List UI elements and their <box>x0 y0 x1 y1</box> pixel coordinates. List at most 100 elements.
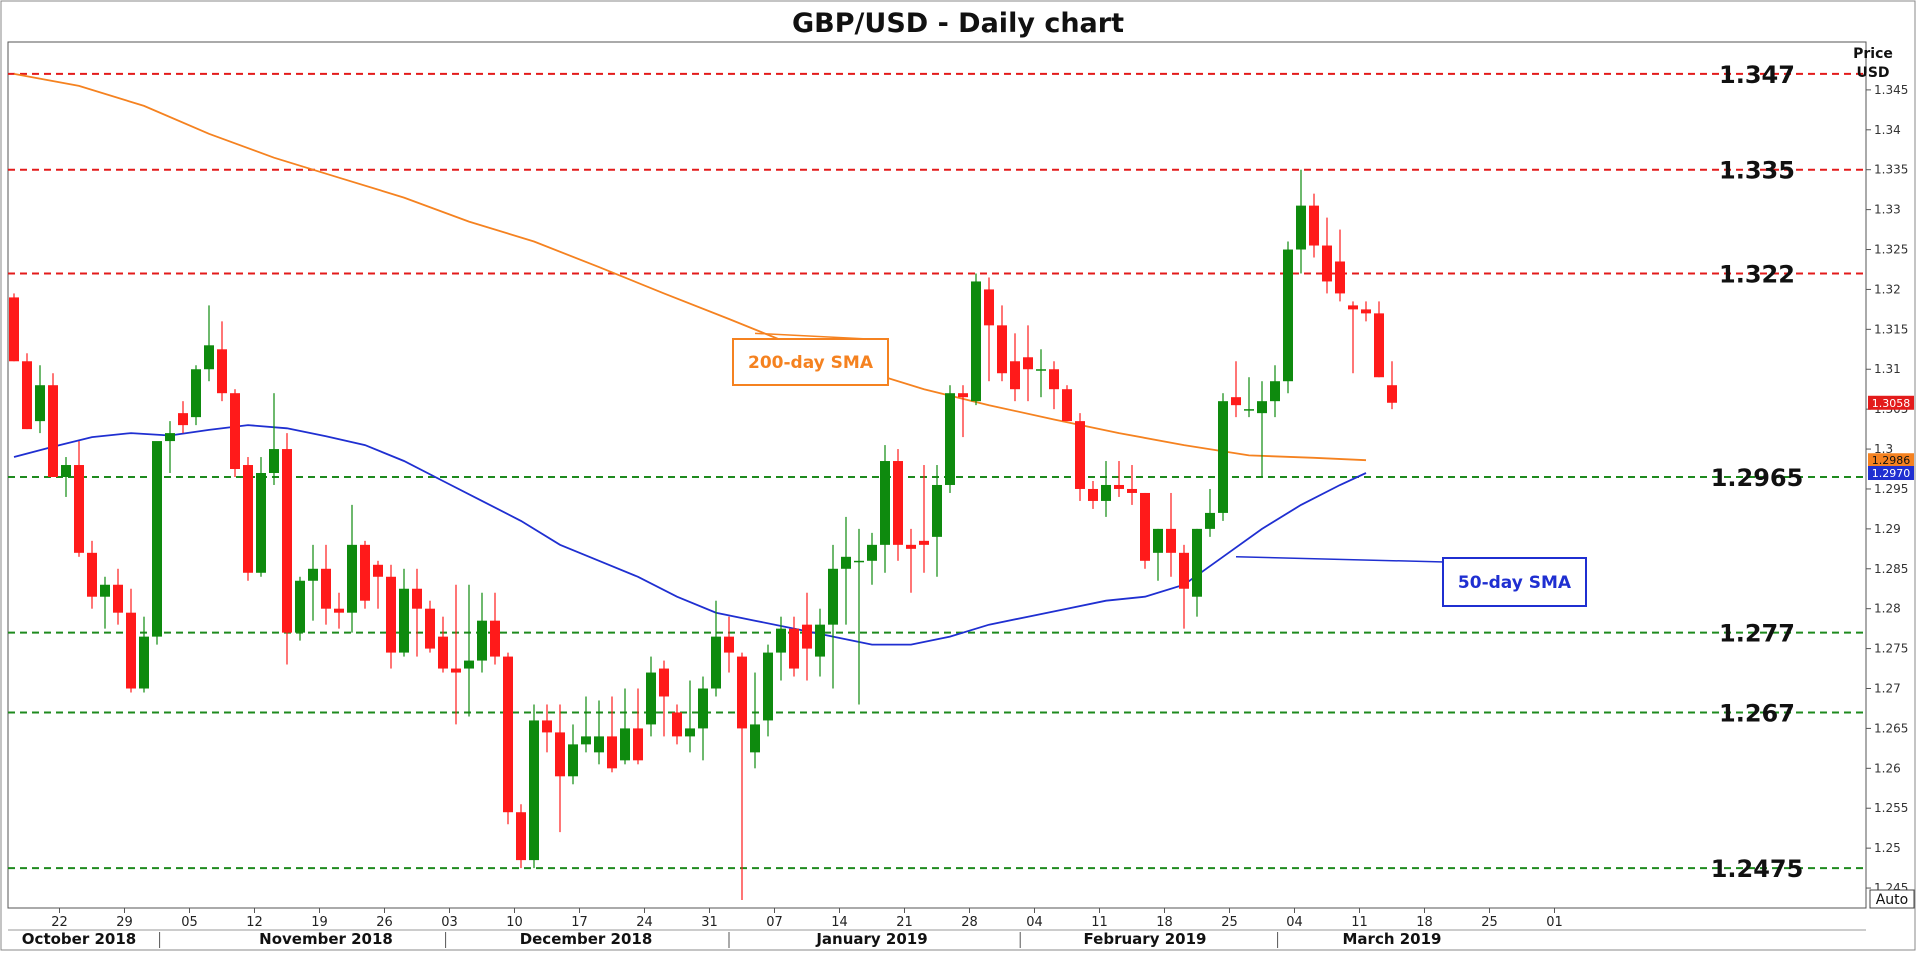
x-tick-label: 11 <box>1091 915 1108 930</box>
x-tick-label: 14 <box>831 915 848 930</box>
candle-body <box>971 281 981 402</box>
candle-body <box>269 449 279 474</box>
candle-body <box>841 556 851 569</box>
candle-body <box>425 608 435 649</box>
y-tick-label: 1.27 <box>1874 682 1901 696</box>
candle-body <box>243 465 253 573</box>
candle <box>1127 465 1137 505</box>
x-tick-label: 29 <box>116 915 133 930</box>
candle-body <box>594 736 604 753</box>
candle <box>1114 461 1124 497</box>
candle <box>711 600 721 697</box>
candle <box>100 576 110 629</box>
candle <box>282 433 292 665</box>
month-label: November 2018 <box>259 930 393 948</box>
candle-body <box>1023 357 1033 370</box>
level-label: 1.322 <box>1719 260 1795 288</box>
candle-body <box>1270 381 1280 402</box>
candle <box>477 592 487 673</box>
candle-body <box>867 544 877 561</box>
candle <box>1335 229 1345 302</box>
candle <box>386 564 396 669</box>
candle <box>594 700 604 765</box>
annotation-label: 200-day SMA <box>748 353 874 373</box>
annotations: 200-day SMA 50-day SMA <box>732 332 1587 607</box>
candle <box>1075 413 1085 501</box>
candle-body <box>1192 528 1202 597</box>
candle-body <box>1153 528 1163 553</box>
candle <box>906 528 916 593</box>
y-tick-label: 1.345 <box>1874 83 1908 97</box>
candle <box>1140 492 1150 569</box>
price-tag-box <box>1868 395 1914 410</box>
candle-body <box>217 349 227 394</box>
candle-body <box>1348 305 1358 310</box>
annotation-200-sma: 200-day SMA <box>732 332 889 386</box>
candle <box>568 724 578 785</box>
x-tick-label: 18 <box>1156 915 1173 930</box>
candle-body <box>1244 409 1254 411</box>
candle <box>1023 325 1033 402</box>
candle <box>269 393 279 485</box>
candle <box>919 465 929 573</box>
candle-body <box>997 325 1007 374</box>
candle <box>347 504 357 633</box>
candle-body <box>932 484 942 537</box>
candle-body <box>542 720 552 733</box>
candle-body <box>1179 552 1189 589</box>
candle-body <box>503 656 513 813</box>
candle-body <box>1062 389 1072 422</box>
candle <box>373 560 383 609</box>
candle-body <box>776 628 786 653</box>
x-tick-label: 22 <box>51 915 68 930</box>
candle-body <box>1075 421 1085 489</box>
candle-body <box>1335 261 1345 294</box>
auto-button-label[interactable]: Auto <box>1876 892 1909 908</box>
candle-body <box>295 580 305 633</box>
y-tick-label: 1.325 <box>1874 243 1908 257</box>
candle <box>724 616 734 673</box>
candle <box>360 540 370 609</box>
level-label: 1.347 <box>1719 61 1795 89</box>
candle <box>256 457 266 577</box>
candle <box>893 449 903 561</box>
candle-body <box>1374 313 1384 378</box>
month-label: February 2019 <box>1084 930 1207 948</box>
candle <box>490 592 500 665</box>
candle-body <box>958 393 968 398</box>
price-tag-label: 1.3058 <box>1872 397 1911 410</box>
candle-body <box>763 652 773 721</box>
candle-body <box>1010 361 1020 390</box>
x-tick-label: 21 <box>896 915 913 930</box>
candle <box>1361 301 1371 322</box>
level-label: 1.2475 <box>1711 855 1804 883</box>
candle <box>399 568 409 657</box>
candle <box>321 544 331 625</box>
price-tag-label: 1.2970 <box>1872 467 1911 480</box>
candle-body <box>1101 484 1111 501</box>
x-tick-label: 25 <box>1481 915 1498 930</box>
candle-body <box>48 385 58 477</box>
candle-body <box>529 720 539 861</box>
candle-body <box>646 672 656 725</box>
candle <box>997 305 1007 382</box>
candle <box>1270 365 1280 418</box>
auto-button[interactable]: Auto <box>1869 889 1915 909</box>
candle-body <box>477 620 487 661</box>
axis-title-price: Price <box>1853 46 1893 62</box>
candle-body <box>659 668 669 697</box>
x-tick-label: 12 <box>246 915 263 930</box>
candle <box>1010 333 1020 402</box>
candle <box>1348 301 1358 374</box>
candle <box>425 600 435 653</box>
x-tick-label: 19 <box>311 915 328 930</box>
candle <box>945 385 955 493</box>
candle-body <box>620 728 630 761</box>
candle-body <box>945 393 955 485</box>
candle <box>698 676 708 761</box>
x-tick-label: 07 <box>766 915 783 930</box>
candle-body <box>607 736 617 769</box>
candle-body <box>672 712 682 737</box>
candle-body <box>451 668 461 673</box>
month-label: January 2019 <box>815 930 927 948</box>
